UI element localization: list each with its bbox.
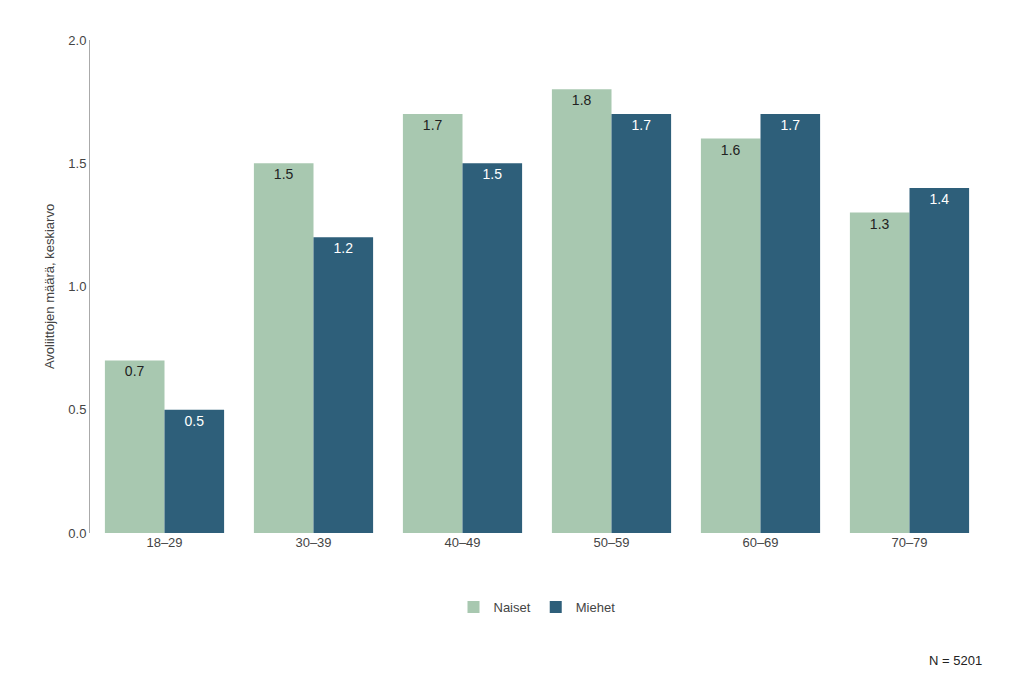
svg-text:0.5: 0.5 — [68, 402, 86, 417]
svg-text:0.0: 0.0 — [68, 526, 86, 541]
svg-text:1.0: 1.0 — [68, 279, 86, 294]
svg-text:1.7: 1.7 — [631, 117, 651, 133]
svg-text:30–39: 30–39 — [295, 535, 331, 550]
svg-text:Naiset: Naiset — [494, 600, 531, 615]
svg-text:70–79: 70–79 — [891, 535, 927, 550]
svg-text:1.7: 1.7 — [423, 117, 443, 133]
svg-text:N = 5201: N = 5201 — [929, 653, 982, 668]
svg-text:1.6: 1.6 — [721, 142, 741, 158]
svg-text:2.0: 2.0 — [68, 33, 86, 48]
svg-text:1.3: 1.3 — [870, 216, 890, 232]
svg-text:0.7: 0.7 — [125, 363, 145, 379]
svg-text:18–29: 18–29 — [146, 535, 182, 550]
svg-text:Miehet: Miehet — [576, 600, 615, 615]
svg-text:40–49: 40–49 — [444, 535, 480, 550]
svg-text:1.4: 1.4 — [929, 191, 949, 207]
svg-text:1.7: 1.7 — [780, 117, 800, 133]
svg-text:1.5: 1.5 — [274, 166, 294, 182]
svg-text:1.8: 1.8 — [572, 92, 592, 108]
svg-text:1.5: 1.5 — [482, 166, 502, 182]
svg-text:1.2: 1.2 — [333, 240, 353, 256]
svg-text:60–69: 60–69 — [742, 535, 778, 550]
svg-text:Avoliittojen määrä, keskiarvo: Avoliittojen määrä, keskiarvo — [42, 204, 57, 369]
svg-text:50–59: 50–59 — [593, 535, 629, 550]
svg-text:0.5: 0.5 — [184, 413, 204, 429]
svg-text:1.5: 1.5 — [68, 156, 86, 171]
